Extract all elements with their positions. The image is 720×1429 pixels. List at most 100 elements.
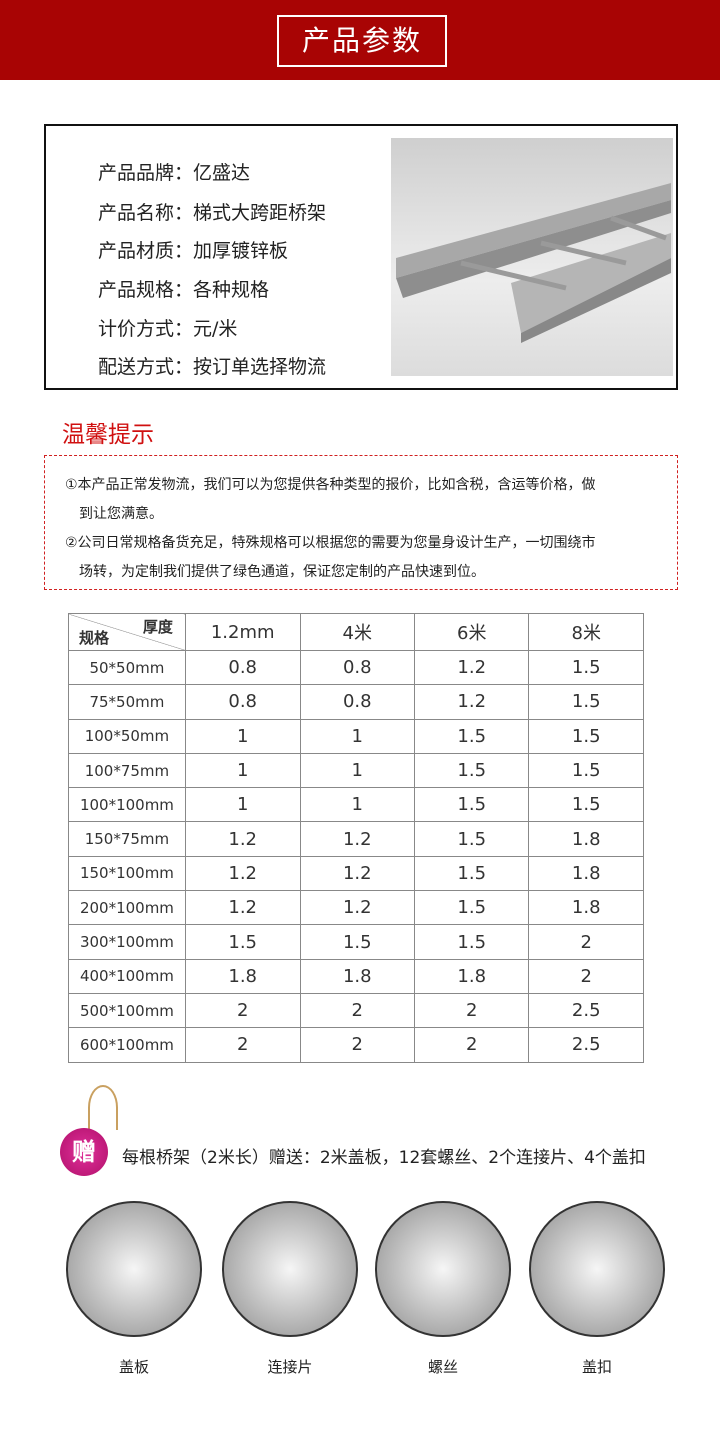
gift-text: 每根桥架（2米长）赠送：2米盖板，12套螺丝、2个连接片、4个盖扣 bbox=[122, 1148, 646, 1168]
table-row: 50*50mm 0.8 0.8 1.2 1.5 bbox=[68, 649, 644, 686]
table-row: 75*50mm 0.8 0.8 1.2 1.5 bbox=[68, 684, 644, 720]
thickness-cell: 1 bbox=[299, 718, 416, 754]
spec-cell: 100*75mm bbox=[68, 752, 186, 789]
info-brand: 产品品牌：亿盛达 bbox=[98, 162, 251, 184]
thickness-cell: 0.8 bbox=[184, 684, 301, 720]
spec-label: 规格 bbox=[79, 629, 110, 647]
thickness-cell: 1.8 bbox=[528, 821, 644, 857]
thickness-cell: 1.2 bbox=[414, 649, 530, 686]
spec-cell: 150*75mm bbox=[68, 821, 186, 857]
tip-line: ②公司日常规格备货充足，特殊规格可以根据您的需要为您量身设计生产，一切围绕市 bbox=[65, 535, 596, 551]
caption-cover-plate: 盖板 bbox=[118, 1358, 149, 1376]
spec-cell: 200*100mm bbox=[68, 890, 186, 926]
thickness-cell: 1.5 bbox=[528, 787, 644, 823]
thickness-cell: 1.5 bbox=[299, 924, 416, 960]
info-material: 产品材质：加厚镀锌板 bbox=[98, 240, 289, 262]
thickness-cell: 2 bbox=[528, 958, 644, 994]
header-banner: 产品参数 bbox=[0, 0, 720, 80]
spec-cell: 150*100mm bbox=[68, 855, 186, 892]
thickness-cell: 1 bbox=[184, 752, 301, 789]
table-header-row: 厚度 规格 1.2mm 4米 6米 8米 bbox=[68, 613, 644, 651]
thickness-label: 厚度 bbox=[142, 618, 173, 636]
thickness-cell: 1.2 bbox=[184, 890, 301, 926]
thickness-cell: 1.5 bbox=[414, 924, 530, 960]
thickness-cell: 1.5 bbox=[528, 718, 644, 754]
thickness-cell: 1.5 bbox=[414, 718, 530, 754]
thickness-cell: 1.8 bbox=[184, 958, 301, 994]
thickness-cell: 0.8 bbox=[299, 649, 416, 686]
connector-image bbox=[222, 1201, 358, 1337]
spec-cell: 500*100mm bbox=[68, 992, 186, 1029]
thickness-cell: 2 bbox=[184, 992, 301, 1029]
thickness-cell: 2 bbox=[414, 1027, 530, 1063]
thickness-cell: 2.5 bbox=[528, 992, 644, 1029]
thickness-cell: 1.2 bbox=[414, 684, 530, 720]
thickness-cell: 0.8 bbox=[184, 649, 301, 686]
product-info-box: 产品品牌：亿盛达 产品名称：梯式大跨距桥架 产品材质：加厚镀锌板 产品规格：各种… bbox=[44, 124, 678, 390]
caption-cover-clip: 盖扣 bbox=[581, 1358, 612, 1376]
gift-badge-icon: 赠 bbox=[60, 1128, 108, 1176]
thickness-cell: 1.2 bbox=[184, 855, 301, 892]
thickness-cell: 1.5 bbox=[414, 787, 530, 823]
thickness-cell: 0.8 bbox=[299, 684, 416, 720]
thickness-cell: 2 bbox=[414, 992, 530, 1029]
spec-cell: 75*50mm bbox=[68, 684, 186, 720]
caption-screws: 螺丝 bbox=[427, 1358, 458, 1376]
thickness-cell: 2 bbox=[184, 1027, 301, 1063]
table-row: 150*75mm 1.2 1.2 1.5 1.8 bbox=[68, 821, 644, 857]
tag-string-icon bbox=[88, 1085, 118, 1130]
page-title: 产品参数 bbox=[277, 15, 447, 67]
table-row: 150*100mm 1.2 1.2 1.5 1.8 bbox=[68, 855, 644, 892]
info-name: 产品名称：梯式大跨距桥架 bbox=[98, 202, 327, 224]
thickness-cell: 2 bbox=[528, 924, 644, 960]
column-header: 8米 bbox=[528, 613, 644, 651]
table-row: 100*50mm 1 1 1.5 1.5 bbox=[68, 718, 644, 754]
thickness-cell: 1.8 bbox=[528, 855, 644, 892]
thickness-cell: 1.5 bbox=[414, 890, 530, 926]
spec-cell: 300*100mm bbox=[68, 924, 186, 960]
spec-cell: 100*50mm bbox=[68, 718, 186, 754]
table-row: 100*75mm 1 1 1.5 1.5 bbox=[68, 752, 644, 789]
spec-cell: 100*100mm bbox=[68, 787, 186, 823]
table-row: 100*100mm 1 1 1.5 1.5 bbox=[68, 787, 644, 823]
thickness-cell: 1.2 bbox=[184, 821, 301, 857]
thickness-cell: 1.8 bbox=[299, 958, 416, 994]
table-row: 600*100mm 2 2 2 2.5 bbox=[68, 1027, 644, 1063]
tips-title: 温馨提示 bbox=[62, 422, 154, 448]
thickness-cell: 2 bbox=[299, 992, 416, 1029]
thickness-cell: 1 bbox=[184, 718, 301, 754]
table-row: 500*100mm 2 2 2 2.5 bbox=[68, 992, 644, 1029]
column-header: 4米 bbox=[299, 613, 416, 651]
thickness-cell: 1 bbox=[184, 787, 301, 823]
spec-cell: 400*100mm bbox=[68, 958, 186, 994]
thickness-cell: 1.5 bbox=[414, 855, 530, 892]
info-delivery: 配送方式：按订单选择物流 bbox=[98, 356, 327, 378]
thickness-cell: 1.2 bbox=[299, 855, 416, 892]
info-pricing: 计价方式：元/米 bbox=[98, 318, 238, 340]
column-header: 1.2mm bbox=[184, 613, 301, 651]
thickness-cell: 2 bbox=[299, 1027, 416, 1063]
thickness-cell: 1.2 bbox=[299, 821, 416, 857]
table-row: 200*100mm 1.2 1.2 1.5 1.8 bbox=[68, 890, 644, 926]
tip-line: 到让您满意。 bbox=[79, 506, 163, 522]
spec-table: 厚度 规格 1.2mm 4米 6米 8米 50*50mm 0.8 0.8 1.2 1.5… bbox=[68, 613, 644, 1063]
thickness-cell: 1.5 bbox=[184, 924, 301, 960]
thickness-cell: 1.5 bbox=[528, 752, 644, 789]
cover-clip-image bbox=[529, 1201, 665, 1337]
table-row: 400*100mm 1.8 1.8 1.8 2 bbox=[68, 958, 644, 994]
tip-line: ①本产品正常发物流，我们可以为您提供各种类型的报价，比如含税，含运等价格，做 bbox=[65, 477, 596, 493]
thickness-cell: 1.5 bbox=[414, 752, 530, 789]
thickness-cell: 1 bbox=[299, 752, 416, 789]
spec-cell: 600*100mm bbox=[68, 1027, 186, 1063]
cover-plate-image bbox=[66, 1201, 202, 1337]
thickness-cell: 1.2 bbox=[299, 890, 416, 926]
thickness-cell: 1.5 bbox=[414, 821, 530, 857]
tip-line: 场转，为定制我们提供了绿色通道，保证您定制的产品快速到位。 bbox=[79, 564, 485, 580]
spec-cell: 50*50mm bbox=[68, 649, 186, 686]
thickness-cell: 1.8 bbox=[528, 890, 644, 926]
screws-image bbox=[375, 1201, 511, 1337]
column-header: 6米 bbox=[414, 613, 530, 651]
product-image bbox=[391, 138, 673, 376]
thickness-cell: 1.5 bbox=[528, 684, 644, 720]
thickness-cell: 2.5 bbox=[528, 1027, 644, 1063]
